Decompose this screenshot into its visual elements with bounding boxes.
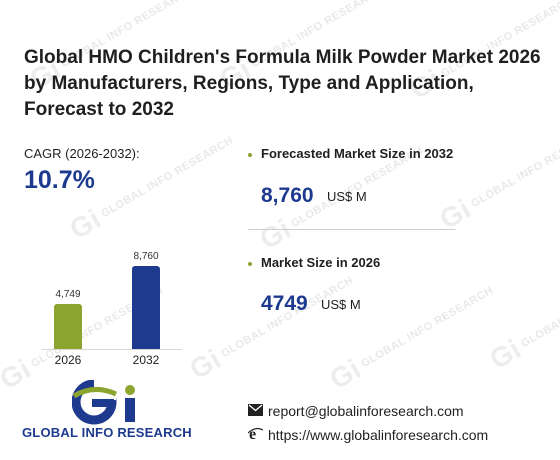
year-label: 2026 <box>54 353 82 367</box>
bullet-icon <box>248 153 252 157</box>
year-label: 2032 <box>132 353 160 367</box>
forecast-value: 8,760 <box>261 184 314 207</box>
forecast-label: Forecasted Market Size in 2032 <box>261 146 454 161</box>
market-size-label: Market Size in 2026 <box>261 255 381 270</box>
divider <box>248 229 456 230</box>
svg-text:e: e <box>249 426 256 441</box>
web-icon: e <box>248 426 263 441</box>
page-title: Global HMO Children's Formula Milk Powde… <box>24 47 541 120</box>
website-link[interactable]: https://www.globalinforesearch.com <box>268 427 489 443</box>
bullet-icon <box>248 262 252 266</box>
forecast-unit: US$ M <box>327 189 367 204</box>
watermark: GiGLOBAL INFO RESEARCH <box>324 284 496 396</box>
bar-value-label: 4,749 <box>55 289 81 300</box>
watermark: GiGLOBAL INFO RESEARCH <box>434 124 560 236</box>
bar-2026 <box>54 304 82 349</box>
bar-2032 <box>132 266 160 349</box>
watermark: GiGLOBAL INFO RESEARCH <box>184 274 356 386</box>
bar-value-label: 8,760 <box>133 251 159 262</box>
cagr-label: CAGR (2026-2032): <box>24 146 140 161</box>
email-link[interactable]: report@globalinforesearch.com <box>268 403 464 419</box>
watermark: GiGLOBAL INFO RESEARCH <box>484 264 560 376</box>
logo-text: GLOBAL INFO RESEARCH <box>22 425 192 440</box>
market-size-unit: US$ M <box>321 297 361 312</box>
logo-icon <box>72 380 135 425</box>
market-size-value: 4749 <box>261 292 308 315</box>
chart-axis <box>42 349 182 350</box>
cagr-value: 10.7% <box>24 166 95 194</box>
email-icon <box>248 404 263 416</box>
